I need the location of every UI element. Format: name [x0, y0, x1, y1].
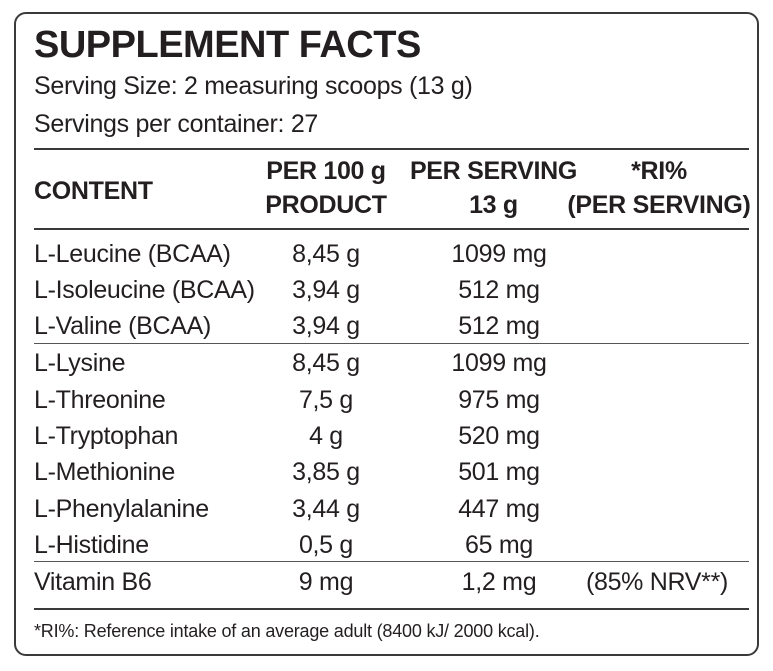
- header-per-serving: PER SERVING 13 g: [409, 157, 578, 219]
- table-row: L-Histidine 0,5 g 65 mg: [16, 527, 761, 563]
- nutrient-name: L-Lysine: [34, 349, 126, 377]
- per-100g-value: 9 mg: [298, 568, 354, 596]
- header-top-divider: [34, 148, 749, 150]
- nutrient-name: L-Threonine: [34, 386, 166, 414]
- nutrient-name: L-Histidine: [34, 531, 149, 559]
- nutrient-name: L-Leucine (BCAA): [34, 240, 231, 268]
- table-row: L-Isoleucine (BCAA) 3,94 g 512 mg: [16, 272, 761, 308]
- table-row: L-Methionine 3,85 g 501 mg: [16, 454, 761, 490]
- footer-divider: [34, 608, 749, 610]
- per-100g-value: 3,94 g: [292, 276, 360, 304]
- nutrient-name: L-Valine (BCAA): [34, 312, 212, 340]
- per-serving-value: 65 mg: [465, 531, 533, 559]
- per-100g-value: 4 g: [309, 422, 343, 450]
- per-serving-value: 520 mg: [458, 422, 540, 450]
- header-content: CONTENT: [34, 177, 153, 205]
- supplement-facts-panel: SUPPLEMENT FACTS Serving Size: 2 measuri…: [14, 12, 759, 656]
- servings-per-container: Servings per container: 27: [34, 110, 319, 138]
- nutrient-name: L-Isoleucine (BCAA): [34, 276, 255, 304]
- nutrient-name: Vitamin B6: [34, 568, 152, 596]
- table-row: Vitamin B6 9 mg 1,2 mg (85% NRV**): [16, 564, 761, 600]
- per-serving-value: 1099 mg: [451, 349, 547, 377]
- table-row: L-Valine (BCAA) 3,94 g 512 mg: [16, 308, 761, 344]
- per-serving-value: 1099 mg: [451, 240, 547, 268]
- table-row: L-Leucine (BCAA) 8,45 g 1099 mg: [16, 236, 761, 272]
- table-row: L-Threonine 7,5 g 975 mg: [16, 382, 761, 418]
- per-100g-value: 3,44 g: [292, 495, 360, 523]
- table-row: L-Tryptophan 4 g 520 mg: [16, 418, 761, 454]
- nutrient-name: L-Methionine: [34, 458, 175, 486]
- header-bottom-divider: [34, 228, 749, 230]
- per-serving-value: 501 mg: [458, 458, 540, 486]
- per-100g-value: 8,45 g: [292, 240, 360, 268]
- ri-value: (85% NRV**): [585, 568, 729, 596]
- per-serving-value: 975 mg: [458, 386, 540, 414]
- per-serving-value: 1,2 mg: [461, 568, 537, 596]
- per-serving-value: 512 mg: [458, 312, 540, 340]
- table-row: L-Lysine 8,45 g 1099 mg: [16, 345, 761, 381]
- per-100g-value: 8,45 g: [292, 349, 360, 377]
- table-row: L-Phenylalanine 3,44 g 447 mg: [16, 491, 761, 527]
- header-ri: *RI% (PER SERVING): [567, 157, 751, 219]
- nutrient-name: L-Tryptophan: [34, 422, 179, 450]
- nutrient-name: L-Phenylalanine: [34, 495, 209, 523]
- row-divider: [34, 343, 749, 344]
- per-100g-value: 0,5 g: [298, 531, 354, 559]
- panel-title: SUPPLEMENT FACTS: [34, 24, 421, 66]
- per-100g-value: 3,85 g: [292, 458, 360, 486]
- header-per-100g: PER 100 g PRODUCT: [265, 157, 387, 219]
- per-serving-value: 447 mg: [458, 495, 540, 523]
- serving-size: Serving Size: 2 measuring scoops (13 g): [34, 72, 473, 100]
- per-serving-value: 512 mg: [458, 276, 540, 304]
- row-divider: [34, 561, 749, 562]
- per-100g-value: 7,5 g: [298, 386, 354, 414]
- per-100g-value: 3,94 g: [292, 312, 360, 340]
- footnote: *RI%: Reference intake of an average adu…: [34, 621, 540, 641]
